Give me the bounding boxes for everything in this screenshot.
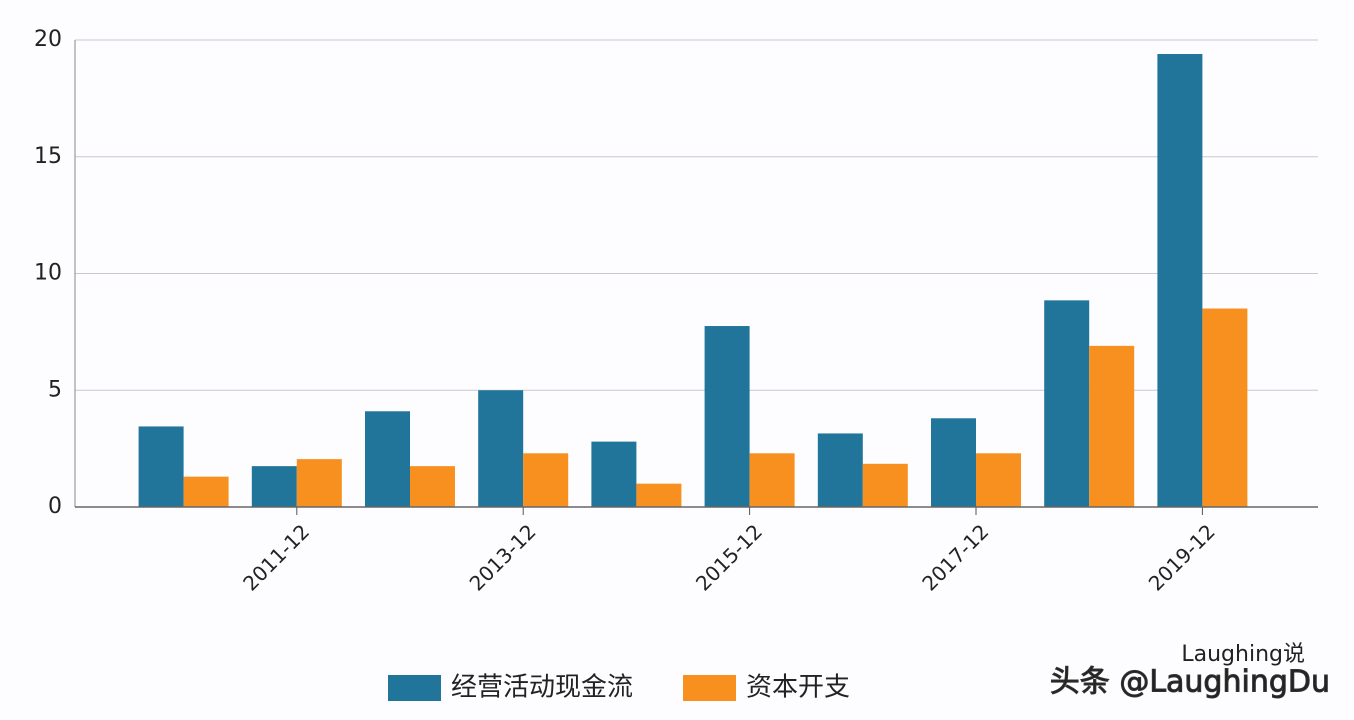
bar	[1044, 300, 1090, 507]
x-tick-label: 2017-12	[917, 519, 993, 595]
y-tick-label: 20	[34, 27, 62, 52]
bar	[138, 426, 184, 507]
bar	[296, 459, 342, 507]
bar	[862, 463, 908, 507]
bar	[1202, 308, 1248, 507]
bar	[704, 326, 750, 507]
bar	[817, 433, 863, 507]
bar	[1157, 54, 1203, 507]
y-tick-label: 15	[34, 144, 62, 169]
bar	[365, 411, 410, 507]
bar	[931, 418, 976, 507]
legend-swatch	[683, 675, 737, 701]
x-tick-label: 2013-12	[465, 519, 541, 595]
bar	[523, 453, 569, 507]
bar	[410, 466, 455, 507]
bar	[478, 390, 524, 507]
bar	[591, 441, 637, 507]
bar	[183, 476, 229, 507]
bar	[251, 466, 297, 507]
x-tick-label: 2015-12	[691, 519, 767, 595]
bar	[749, 453, 795, 507]
bar	[976, 453, 1021, 507]
legend-label: 资本开支	[746, 673, 850, 703]
watermark: Laughing说	[1181, 642, 1305, 667]
watermark: 头条 @LaughingDu	[1050, 665, 1330, 700]
x-tick-label: 2011-12	[238, 519, 314, 595]
y-tick-label: 5	[48, 377, 62, 402]
legend-label: 经营活动现金流	[451, 673, 633, 703]
bar	[636, 483, 682, 507]
legend-swatch	[388, 675, 441, 701]
bar	[1089, 345, 1135, 507]
x-tick-label: 2019-12	[1144, 519, 1220, 595]
y-tick-label: 10	[34, 261, 62, 286]
y-tick-label: 0	[48, 494, 62, 519]
